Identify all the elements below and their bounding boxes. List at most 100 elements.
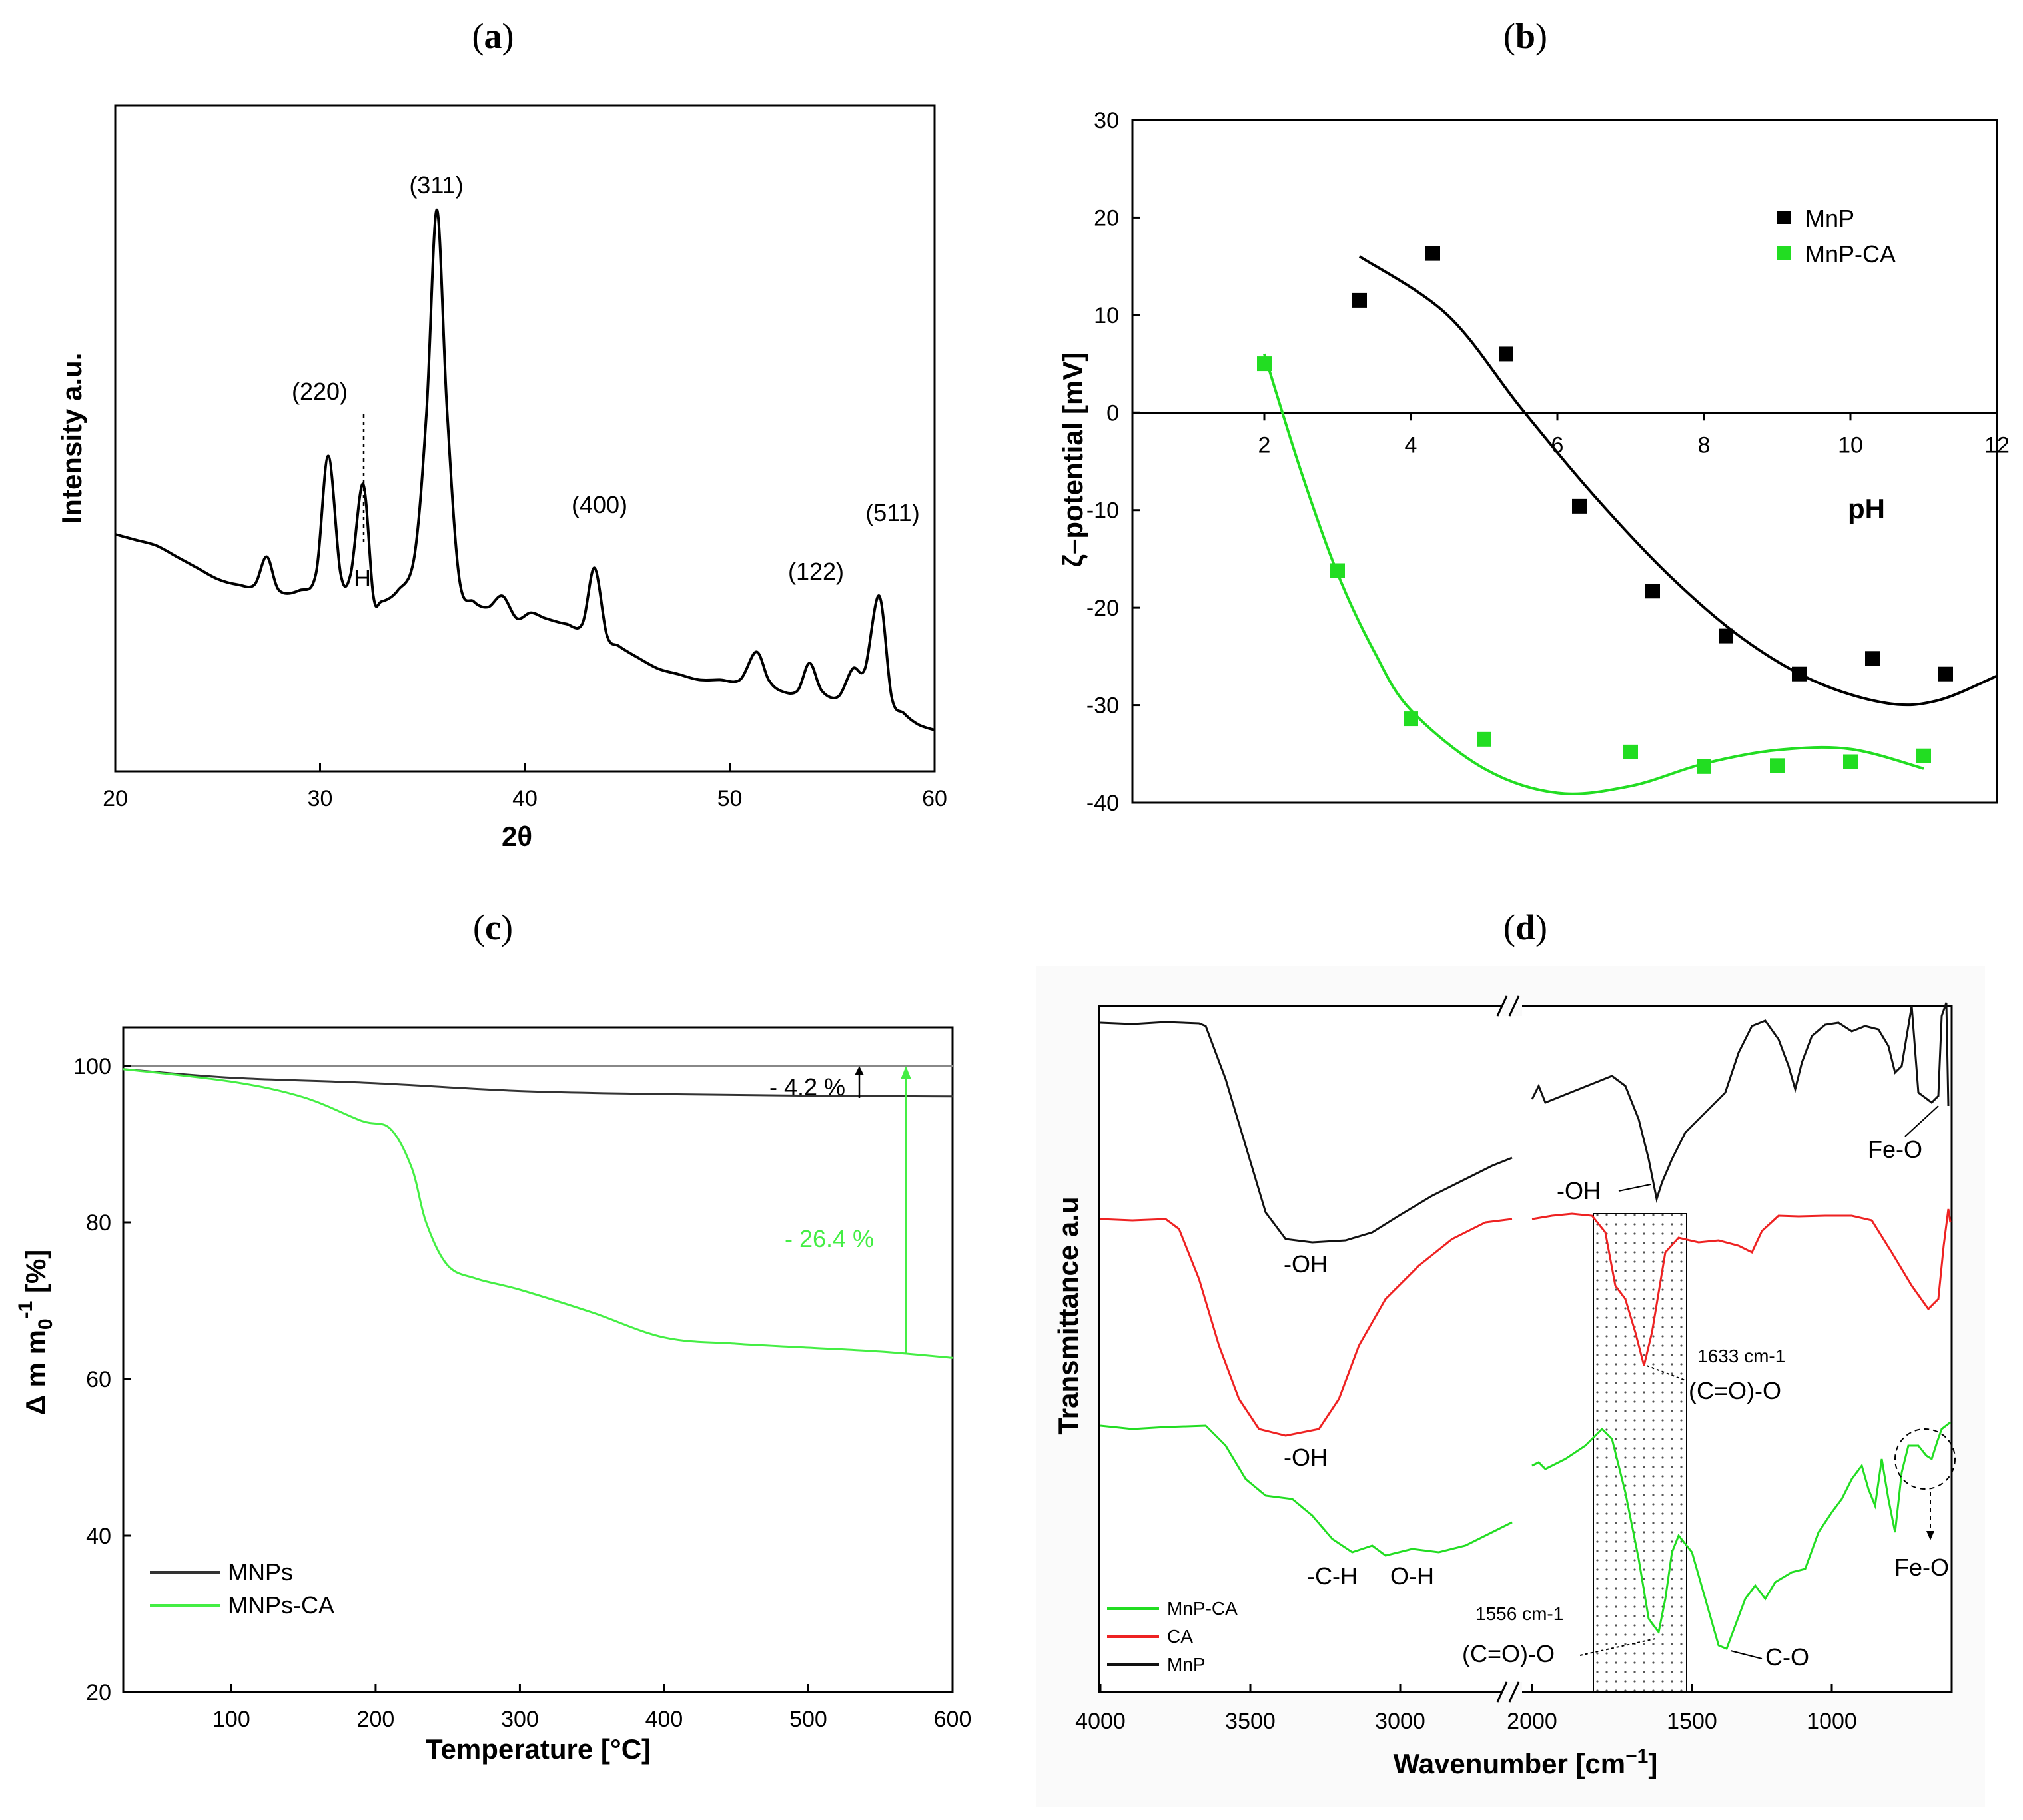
wavenumber-1633-label: 1633 cm-1 xyxy=(1697,1346,1785,1366)
panel-c-x-tick-label: 500 xyxy=(789,1707,827,1732)
carboxyl-label-ca: (C=O)-O xyxy=(1689,1377,1781,1404)
mnp-ca-spectrum-right xyxy=(1531,1421,1951,1650)
mnp-ca-data-point xyxy=(1330,563,1345,578)
panel-b-x-tick-label: 12 xyxy=(1984,432,2010,458)
legend-label-mnp-ftir: MnP xyxy=(1167,1654,1206,1675)
panel-b-plot-frame xyxy=(1131,119,1998,804)
mnp-data-point xyxy=(1352,292,1367,308)
mnp-data-point xyxy=(1865,651,1880,666)
mnp-ca-data-point xyxy=(1477,731,1491,747)
legend-label-mnp-ca: MnP-CA xyxy=(1805,240,1896,268)
panel-a-xrd-chart: 20 30 40 50 60 (220) (311) (400) (122) (511)… xyxy=(56,104,947,852)
mnp-ca-data-point xyxy=(1843,754,1858,769)
legend-marker-mnp-ca xyxy=(1777,246,1791,260)
oh-label-ca: -OH xyxy=(1284,1444,1328,1471)
co-arrow xyxy=(1730,1650,1763,1659)
panel-label-a: (a) xyxy=(472,16,514,56)
panel-b-y-tick-label: 10 xyxy=(1094,303,1119,328)
panel-d-ftir-chart: -OH -OH Fe-O -OH 1633 cm-1 (C=O)-O -C-H … xyxy=(1036,966,1985,1807)
mass-loss-arrowhead-mnps-ca xyxy=(901,1066,911,1079)
carboxylate-highlight-region xyxy=(1593,1213,1687,1693)
ch-label: -C-H xyxy=(1307,1562,1358,1590)
panel-d-y-axis-label: Transmittance a.u xyxy=(1052,1196,1084,1434)
legend-label-mnps: MNPs xyxy=(228,1558,293,1586)
mass-loss-label-mnps: - 4.2 % xyxy=(769,1073,845,1101)
panel-c-y-tick-label: 60 xyxy=(86,1367,111,1392)
mnp-ca-data-point xyxy=(1257,356,1272,372)
mnp-data-point xyxy=(1499,346,1513,362)
panel-b-y-axis-label: ζ–potential [mV] xyxy=(1057,352,1088,568)
mnp-spectrum-left xyxy=(1100,1021,1513,1244)
fe-o-label-bottom: Fe-O xyxy=(1894,1554,1949,1581)
panel-d-x-tick-label: 3000 xyxy=(1375,1709,1425,1734)
legend-label-mnp-ca-ftir: MnP-CA xyxy=(1167,1598,1238,1619)
mass-loss-label-mnps-ca: - 26.4 % xyxy=(785,1225,874,1252)
mnps-ca-tga-curve xyxy=(123,1068,953,1359)
fe-o-highlight-circle xyxy=(1894,1428,1956,1490)
panel-d-x-tick-label: 1000 xyxy=(1807,1709,1857,1734)
panel-b-x-tick-label: 2 xyxy=(1258,432,1271,458)
panel-b-x-axis-label: pH xyxy=(1848,493,1885,524)
panel-d-x-axis-label: Wavenumber [cm−1] xyxy=(1394,1745,1658,1779)
mnps-tga-curve xyxy=(123,1068,953,1098)
oh-label-mnp: -OH xyxy=(1284,1250,1328,1278)
panel-c-x-tick-label: 300 xyxy=(501,1707,539,1732)
fe-o-arrowhead-bottom xyxy=(1926,1531,1934,1540)
peak-label-220: (220) xyxy=(292,378,348,405)
panel-d-x-tick-label: 3500 xyxy=(1225,1709,1276,1734)
mnp-ca-data-point xyxy=(1770,758,1785,773)
panel-c-y-tick-label: 80 xyxy=(86,1210,111,1236)
legend-label-mnp: MnP xyxy=(1805,205,1854,232)
oh-label-mnp-fingerprint: -OH xyxy=(1557,1177,1601,1204)
panel-c-y-tick-label: 100 xyxy=(73,1054,111,1079)
oh-arrow xyxy=(1618,1184,1651,1192)
panel-b-y-tick-label: 20 xyxy=(1094,205,1119,230)
panel-c-x-axis-label: Temperature [°C] xyxy=(426,1733,651,1765)
mnp-data-point xyxy=(1425,246,1440,261)
peak-label-122: (122) xyxy=(788,558,844,585)
panel-b-y-tick-label: -30 xyxy=(1086,693,1119,719)
panel-a-x-axis-label: 2θ xyxy=(502,821,532,852)
panel-b-y-tick-label: -10 xyxy=(1086,498,1119,524)
panel-c-x-tick-label: 400 xyxy=(645,1707,683,1732)
panel-b-y-tick-label: -40 xyxy=(1086,791,1119,816)
panel-b-y-tick-label: 0 xyxy=(1106,400,1119,426)
oh-label-mnp-ca: O-H xyxy=(1390,1562,1434,1590)
panel-c-x-tick-label: 100 xyxy=(212,1707,250,1732)
panel-c-tga-chart: 20 40 60 80 100 100 200 300 400 500 600 - 4.2 % -… xyxy=(15,1026,972,1765)
mnp-fit-curve xyxy=(1358,255,1998,707)
panel-c-plot-frame xyxy=(122,1026,954,1693)
mnp-data-point xyxy=(1938,666,1953,682)
panel-a-y-axis-label: Intensity a.u. xyxy=(56,353,87,524)
panel-a-x-tick-label: 30 xyxy=(308,786,333,811)
panel-b-y-tick-label: -20 xyxy=(1086,596,1119,621)
panel-b-x-tick-label: 8 xyxy=(1698,432,1711,458)
ca-spectrum-right xyxy=(1531,1208,1952,1366)
mnp-data-point xyxy=(1572,498,1587,514)
panel-c-x-tick-label: 200 xyxy=(357,1707,395,1732)
peak-label-511: (511) xyxy=(865,499,919,526)
co-label: C-O xyxy=(1765,1643,1809,1671)
mnp-ca-data-point xyxy=(1404,711,1418,727)
panel-c-y-tick-label: 20 xyxy=(86,1680,111,1705)
carboxyl-arrow-ca xyxy=(1646,1365,1686,1381)
panel-label-b: (b) xyxy=(1503,16,1547,56)
panel-a-x-tick-label: 50 xyxy=(717,786,743,811)
mnp-ca-fit-curve xyxy=(1263,353,1924,795)
axis-break-marks xyxy=(1496,995,1520,1703)
panel-c-x-tick-label: 600 xyxy=(934,1707,972,1732)
carboxyl-arrow-mnp-ca xyxy=(1579,1638,1656,1656)
mnp-ca-data-point xyxy=(1623,744,1638,759)
panel-a-x-tick-label: 40 xyxy=(512,786,538,811)
legend-label-mnps-ca: MNPs-CA xyxy=(228,1592,334,1619)
mnp-ca-data-point xyxy=(1697,759,1711,774)
ca-spectrum-left xyxy=(1100,1218,1513,1437)
panel-label-c: (c) xyxy=(473,907,513,947)
fe-o-arrow-top xyxy=(1904,1105,1939,1137)
peak-label-311: (311) xyxy=(409,171,463,199)
panel-d-plot-frame xyxy=(1098,1005,1953,1693)
wavenumber-1556-label: 1556 cm-1 xyxy=(1475,1603,1563,1624)
mnp-ca-data-point xyxy=(1916,748,1931,763)
mass-loss-arrowhead-mnps xyxy=(855,1066,864,1075)
